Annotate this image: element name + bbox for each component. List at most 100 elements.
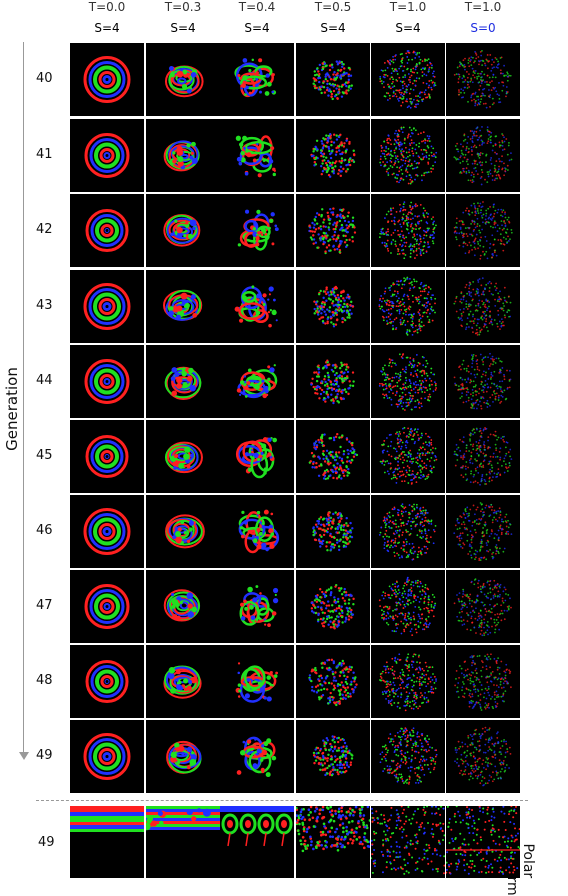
column-header: T=0.5 S=4 xyxy=(296,0,370,35)
pattern-image xyxy=(164,366,202,400)
pattern-cell xyxy=(146,570,220,643)
temperature-label: T=0.5 xyxy=(314,0,352,14)
pattern-image xyxy=(378,201,437,260)
generation-arrow xyxy=(23,42,24,754)
pattern-image xyxy=(165,514,205,549)
pattern-cell xyxy=(371,420,445,493)
pattern-image xyxy=(235,436,278,479)
pattern-cell xyxy=(146,43,220,116)
pattern-cell xyxy=(220,194,294,267)
pattern-cell xyxy=(446,570,520,643)
pattern-cell xyxy=(220,43,294,116)
generation-arrowhead xyxy=(19,752,29,760)
pattern-image xyxy=(378,503,437,561)
pattern-image xyxy=(453,578,512,637)
pattern-image xyxy=(379,653,437,712)
column-header: T=1.0 S=4 xyxy=(371,0,445,35)
pattern-cell xyxy=(446,119,520,192)
pattern-image xyxy=(163,214,201,247)
pattern-cell xyxy=(70,720,144,793)
pattern-cell xyxy=(446,420,520,493)
temperature-label: T=1.0 xyxy=(464,0,502,14)
pattern-image xyxy=(236,736,277,778)
pattern-cell xyxy=(446,194,520,267)
pattern-image xyxy=(83,56,131,103)
pattern-cell xyxy=(296,194,370,267)
pattern-cell xyxy=(371,43,445,116)
pattern-cell xyxy=(220,720,294,793)
pattern-cell xyxy=(296,270,370,343)
pattern-image xyxy=(378,576,437,637)
pattern-cell xyxy=(146,119,220,192)
pattern-cell xyxy=(296,43,370,116)
symmetry-label: S=4 xyxy=(94,21,120,35)
pattern-cell xyxy=(296,119,370,192)
pattern-cell xyxy=(371,570,445,643)
pattern-cell xyxy=(296,645,370,718)
pattern-image xyxy=(239,585,279,627)
pattern-cell xyxy=(446,720,520,793)
generation-label: 46 xyxy=(36,523,53,538)
pattern-image xyxy=(378,276,437,336)
pattern-cell xyxy=(70,645,144,718)
pattern-image xyxy=(312,735,354,777)
symmetry-label: S=4 xyxy=(170,21,196,35)
symmetry-label: S=4 xyxy=(320,21,346,35)
generation-label: 47 xyxy=(36,598,53,613)
pattern-cell xyxy=(146,645,220,718)
pattern-image xyxy=(84,133,130,178)
pattern-image xyxy=(85,435,129,478)
pattern-cell xyxy=(296,420,370,493)
pattern-cell xyxy=(220,119,294,192)
generation-label: 49 xyxy=(36,748,53,763)
pattern-cell xyxy=(70,119,144,192)
pattern-cell xyxy=(70,345,144,418)
pattern-image xyxy=(234,285,278,328)
pattern-image xyxy=(164,65,204,98)
pattern-image xyxy=(235,135,276,178)
pattern-image xyxy=(163,289,203,321)
pattern-image xyxy=(308,658,358,707)
pattern-image xyxy=(163,589,201,622)
generation-label: 40 xyxy=(36,71,53,86)
pattern-cell xyxy=(220,420,294,493)
pattern-image xyxy=(166,740,202,774)
polar-cell xyxy=(371,806,445,878)
pattern-image xyxy=(236,364,278,399)
pattern-image xyxy=(454,653,512,711)
polar-cell xyxy=(296,806,370,878)
temperature-label: T=1.0 xyxy=(389,0,427,14)
column-header: T=0.0 S=4 xyxy=(70,0,144,35)
pattern-cell xyxy=(446,270,520,343)
generation-axis-label: Generation xyxy=(2,367,21,451)
pattern-image xyxy=(83,733,131,780)
pattern-image xyxy=(83,283,131,330)
pattern-cell xyxy=(446,345,520,418)
temperature-label: T=0.4 xyxy=(238,0,276,14)
polar-image xyxy=(296,806,370,853)
pattern-cell xyxy=(446,645,520,718)
pattern-cell xyxy=(296,495,370,568)
pattern-image xyxy=(453,427,513,486)
pattern-cell xyxy=(70,194,144,267)
pattern-image xyxy=(164,441,203,474)
pattern-image xyxy=(453,49,512,109)
pattern-cell xyxy=(296,570,370,643)
pattern-cell xyxy=(220,345,294,418)
pattern-image xyxy=(163,140,200,172)
polar-cell xyxy=(70,806,144,878)
polar-label-line1: Polar xyxy=(520,843,536,879)
pattern-cell xyxy=(371,119,445,192)
pattern-cell xyxy=(371,345,445,418)
pattern-cell xyxy=(371,270,445,343)
pattern-cell xyxy=(146,495,220,568)
column-header: T=1.0 S=0 xyxy=(446,0,520,35)
polar-image xyxy=(220,806,294,847)
pattern-image xyxy=(85,660,129,703)
pattern-image xyxy=(379,126,438,185)
pattern-image xyxy=(379,426,438,485)
pattern-image xyxy=(310,583,355,630)
generation-label: 44 xyxy=(36,373,53,388)
pattern-image xyxy=(238,509,280,554)
pattern-image xyxy=(453,352,512,410)
